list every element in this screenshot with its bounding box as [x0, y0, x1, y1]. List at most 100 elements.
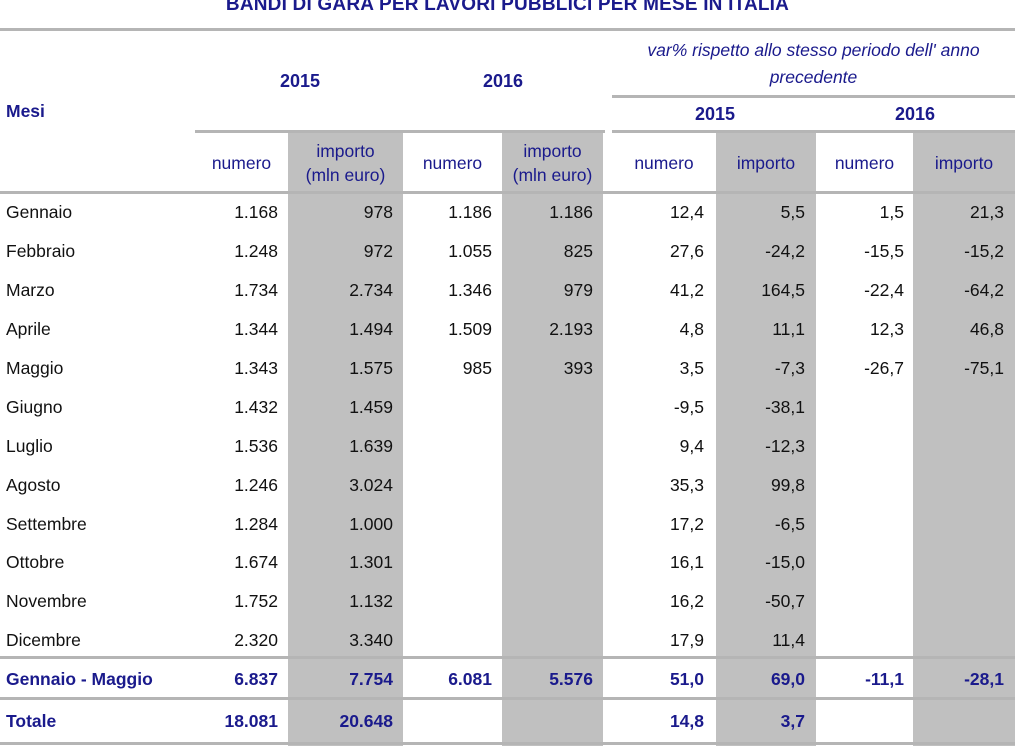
cell-n15: 1.674 — [234, 552, 278, 572]
cell-vi16: 21,3 — [969, 202, 1004, 222]
cell-n15: 1.344 — [234, 319, 278, 339]
page-title: BANDI DI GARA PER LAVORI PUBBLICI PER ME… — [225, 0, 790, 15]
cell-vn15: 17,2 — [669, 514, 704, 534]
cell-i15: 1.494 — [349, 319, 393, 339]
rule-var-divider — [612, 95, 1015, 98]
header-numero-2016: numero — [422, 153, 483, 173]
cell-n16: 6.081 — [448, 669, 492, 689]
cell-mese: Gennaio — [6, 202, 73, 222]
cell-vi15: -50,7 — [765, 591, 805, 611]
cell-n16: 1.186 — [448, 202, 492, 222]
cell-n16: 1.055 — [448, 241, 492, 261]
cell-mese: Marzo — [6, 280, 55, 300]
cell-vi15: -38,1 — [765, 397, 805, 417]
cell-i16: 393 — [563, 358, 593, 378]
cell-n15: 1.752 — [234, 591, 278, 611]
cell-vn15: 41,2 — [669, 280, 704, 300]
cell-i15: 1.301 — [349, 552, 393, 572]
rule-top — [0, 28, 1015, 31]
cell-vi15: 5,5 — [780, 202, 805, 222]
cell-mese: Settembre — [6, 514, 87, 534]
cell-vn16: -11,1 — [865, 669, 904, 689]
rule-bottom — [0, 742, 1015, 745]
cell-i15: 20.648 — [339, 711, 393, 731]
cell-vi15: 99,8 — [770, 475, 805, 495]
header-importo-2015-l2: (mln euro) — [305, 165, 386, 185]
cell-i15: 1.132 — [349, 591, 393, 611]
header-mesi: Mesi — [6, 101, 45, 121]
cell-mese: Novembre — [6, 591, 87, 611]
rule-sub-left — [195, 130, 605, 133]
header-var-importo-2015: importo — [736, 153, 796, 173]
header-var-line1: var% rispetto allo stesso periodo dell' … — [647, 40, 980, 60]
shade-importo-2015 — [288, 132, 403, 746]
cell-n15: 1.168 — [234, 202, 278, 222]
cell-n15: 18.081 — [224, 711, 278, 731]
cell-vn15: -9,5 — [673, 397, 704, 417]
rule-before-totals — [0, 656, 1015, 659]
header-year-2016: 2016 — [482, 71, 524, 91]
cell-mese: Giugno — [6, 397, 63, 417]
cell-i15: 1.639 — [349, 436, 393, 456]
cell-i16: 1.186 — [549, 202, 593, 222]
cell-n15: 1.248 — [234, 241, 278, 261]
header-var-numero-2016: numero — [834, 153, 895, 173]
header-importo-2016-l2: (mln euro) — [512, 165, 593, 185]
cell-vn15: 3,5 — [679, 358, 704, 378]
cell-mese: Febbraio — [6, 241, 76, 261]
cell-vi15: -24,2 — [765, 241, 805, 261]
cell-vn15: 35,3 — [669, 475, 704, 495]
cell-mese: Maggio — [6, 358, 64, 378]
cell-i15: 2.734 — [349, 280, 393, 300]
cell-i15: 972 — [363, 241, 393, 261]
cell-vi16: -15,2 — [964, 241, 1004, 261]
cell-vn15: 27,6 — [669, 241, 704, 261]
cell-mese: Aprile — [6, 319, 51, 339]
rule-sub-right — [612, 130, 1015, 133]
cell-n15: 6.837 — [234, 669, 278, 689]
cell-vi15: 11,4 — [772, 630, 805, 650]
cell-mese: Dicembre — [6, 630, 81, 650]
cell-n15: 1.246 — [234, 475, 278, 495]
cell-vn15: 16,2 — [669, 591, 704, 611]
cell-mese: Luglio — [6, 436, 53, 456]
cell-i16: 825 — [563, 241, 593, 261]
shade-importo-2016 — [502, 132, 603, 746]
cell-vn16: 12,3 — [869, 319, 904, 339]
cell-vi15: 164,5 — [761, 280, 805, 300]
header-importo-2015-l1: importo — [316, 141, 375, 161]
header-var-year-2015: 2015 — [694, 104, 736, 124]
cell-vn15: 4,8 — [679, 319, 704, 339]
cell-mese: Gennaio - Maggio — [6, 669, 153, 689]
header-var-year-2016: 2016 — [894, 104, 936, 124]
cell-vi15: 11,1 — [772, 319, 805, 339]
cell-vn15: 12,4 — [669, 202, 704, 222]
cell-n16: 985 — [462, 358, 492, 378]
cell-vi15: 3,7 — [780, 711, 805, 731]
cell-n15: 1.432 — [234, 397, 278, 417]
cell-vn15: 16,1 — [669, 552, 704, 572]
header-year-2015: 2015 — [279, 71, 321, 91]
header-importo-2016-l1: importo — [523, 141, 582, 161]
cell-vi15: -7,3 — [774, 358, 805, 378]
cell-vn16: -26,7 — [864, 358, 904, 378]
cell-mese: Totale — [6, 711, 57, 731]
cell-vn15: 9,4 — [679, 436, 704, 456]
cell-vi15: -12,3 — [765, 436, 805, 456]
rule-header-bottom — [0, 191, 1015, 194]
rule-between-totals — [0, 697, 1015, 700]
header-numero-2015: numero — [211, 153, 272, 173]
cell-vi15: -6,5 — [774, 514, 805, 534]
cell-n15: 1.734 — [234, 280, 278, 300]
cell-i16: 5.576 — [549, 669, 593, 689]
cell-vi15: 69,0 — [770, 669, 805, 689]
cell-i16: 979 — [563, 280, 593, 300]
cell-i15: 3.024 — [349, 475, 393, 495]
shade-var-importo-2015 — [716, 132, 816, 746]
cell-vn15: 17,9 — [669, 630, 704, 650]
cell-vn15: 51,0 — [669, 669, 704, 689]
cell-vi15: -15,0 — [765, 552, 805, 572]
cell-i15: 7.754 — [349, 669, 393, 689]
cell-vn16: 1,5 — [879, 202, 904, 222]
cell-mese: Ottobre — [6, 552, 65, 572]
